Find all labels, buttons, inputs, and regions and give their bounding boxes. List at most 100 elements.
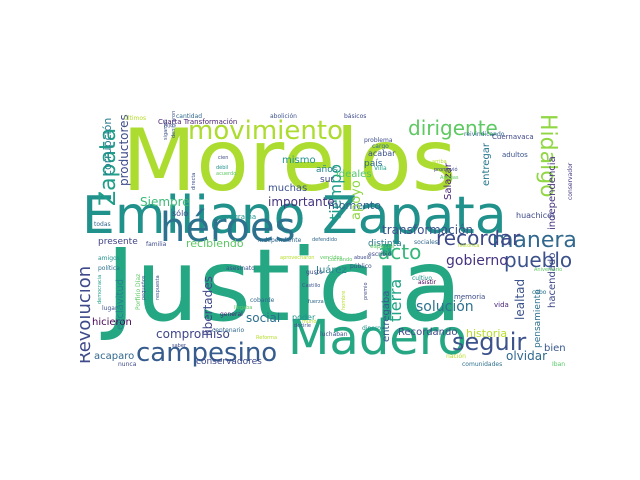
cloud-word: Castillo <box>302 283 321 289</box>
cloud-word: gobierno <box>446 253 508 269</box>
cloud-word: Recordando <box>398 327 458 338</box>
cloud-word: problema <box>364 137 393 144</box>
cloud-word: Madero <box>288 310 467 366</box>
cloud-word: compromiso <box>156 327 230 341</box>
cloud-word: hijo <box>164 123 174 129</box>
cloud-word: recibiendo <box>186 237 244 250</box>
cloud-word: directa <box>191 172 197 190</box>
cloud-word: centenario <box>212 327 245 334</box>
word-cloud: Justicia Morelos Emiliano Zapata Madero … <box>80 104 576 368</box>
cloud-word: conservadores <box>196 357 262 367</box>
cloud-word: corrupción <box>101 117 114 176</box>
cloud-word: años <box>316 165 338 175</box>
cloud-word: Amigas <box>440 175 459 181</box>
cloud-word: movimiento <box>188 116 343 146</box>
cloud-word: general <box>220 311 243 318</box>
cloud-word: muchas <box>268 183 308 194</box>
cloud-word: asesinato <box>226 265 255 272</box>
cloud-word: transformación <box>382 223 474 237</box>
cloud-word: Porfirio Díaz <box>135 273 142 310</box>
cloud-word: arriba <box>432 159 447 165</box>
cloud-word: Justicia <box>106 227 463 344</box>
cloud-word: cobarde <box>250 297 275 304</box>
cloud-word: política <box>98 265 120 272</box>
cloud-word: lealtad <box>513 278 527 320</box>
cloud-word: poder <box>292 313 316 322</box>
cloud-word: entregaba <box>381 290 392 342</box>
cloud-word: bien <box>544 343 566 354</box>
cloud-word: nunca <box>118 361 137 368</box>
cloud-word: seguir <box>452 328 527 356</box>
cloud-word: vida <box>494 301 509 309</box>
cloud-word: defendido <box>312 237 338 243</box>
cloud-word: familia <box>146 241 167 248</box>
cloud-word: hicieron <box>92 317 132 328</box>
cloud-word: Revolución <box>80 265 95 364</box>
cloud-word: dinero <box>362 325 381 332</box>
cloud-word: apoyo <box>349 180 364 220</box>
cloud-word: todas <box>94 221 111 228</box>
cloud-word: pueblo <box>504 248 573 272</box>
cloud-word: acaparo <box>94 351 135 362</box>
cloud-word: momento <box>328 199 381 212</box>
cloud-word: cultivo <box>412 275 433 282</box>
cloud-word: Iban <box>552 361 566 368</box>
cloud-word: acto <box>378 240 422 264</box>
cloud-word: manera <box>492 228 576 253</box>
cloud-word: vencidos <box>320 255 343 261</box>
cloud-word: débil <box>216 165 229 171</box>
cloud-word: esclavitud <box>115 278 126 330</box>
cloud-word: importante <box>268 195 335 209</box>
cloud-word: asistir <box>418 279 437 286</box>
cloud-word: pequeños <box>141 275 147 300</box>
cloud-word: promovió <box>434 167 458 173</box>
cloud-word: abolición <box>270 113 297 120</box>
cloud-word: comunidades <box>462 361 503 368</box>
cloud-word: recordar <box>436 226 521 250</box>
cloud-word: cargo <box>372 143 389 150</box>
cloud-word: Juárez <box>316 265 347 276</box>
cloud-word: social <box>246 311 281 325</box>
cloud-word: entregar <box>481 142 492 186</box>
cloud-word: presente <box>98 237 138 247</box>
cloud-word: distinta <box>368 239 402 249</box>
cloud-word: fuerza <box>308 299 324 305</box>
cloud-word: adultos <box>502 151 528 159</box>
cloud-word: Reforma <box>256 335 278 341</box>
cloud-word: público <box>350 263 372 270</box>
cloud-word: independiente <box>258 237 302 244</box>
cloud-word: reivindicando <box>464 131 505 138</box>
cloud-word: amigos <box>98 255 120 262</box>
cloud-word: ideales <box>336 169 372 180</box>
cloud-word: productores <box>117 114 131 186</box>
cloud-word: acabar <box>368 149 396 158</box>
cloud-word: héroes <box>160 205 296 251</box>
cloud-word: Cuarta Transformación <box>158 118 238 126</box>
cloud-word: especial <box>370 243 395 250</box>
cloud-word: sociales <box>414 239 438 246</box>
cloud-word: premio <box>363 282 369 300</box>
cloud-word: hombre <box>341 290 347 310</box>
cloud-word: Aniversario <box>534 267 563 273</box>
cloud-word: campesino <box>136 338 278 368</box>
cloud-word: hacendado <box>547 252 558 308</box>
cloud-word: historia <box>466 327 508 340</box>
cloud-word: memoria <box>454 293 486 301</box>
cloud-word: Cuernavaca <box>492 133 534 141</box>
cloud-word: cabo <box>532 289 547 296</box>
cloud-word: conservador <box>567 162 574 200</box>
cloud-word: Siempre <box>140 195 190 209</box>
cloud-word: país <box>364 159 383 169</box>
cloud-word: programa <box>222 213 257 221</box>
cloud-word: histórica <box>458 243 480 249</box>
cloud-word: cien <box>218 155 229 161</box>
cloud-word: gusto <box>306 269 323 276</box>
cloud-word: últimos <box>124 115 147 122</box>
cloud-word: pensamiento <box>533 289 543 348</box>
cloud-word: aprovecharon <box>280 255 315 261</box>
cloud-word: llegaba <box>234 305 253 311</box>
cloud-word: nación <box>446 353 466 360</box>
cloud-word: Morelos <box>122 111 457 211</box>
cloud-word: escribió <box>368 251 392 258</box>
cloud-word: Luchando <box>328 257 353 263</box>
